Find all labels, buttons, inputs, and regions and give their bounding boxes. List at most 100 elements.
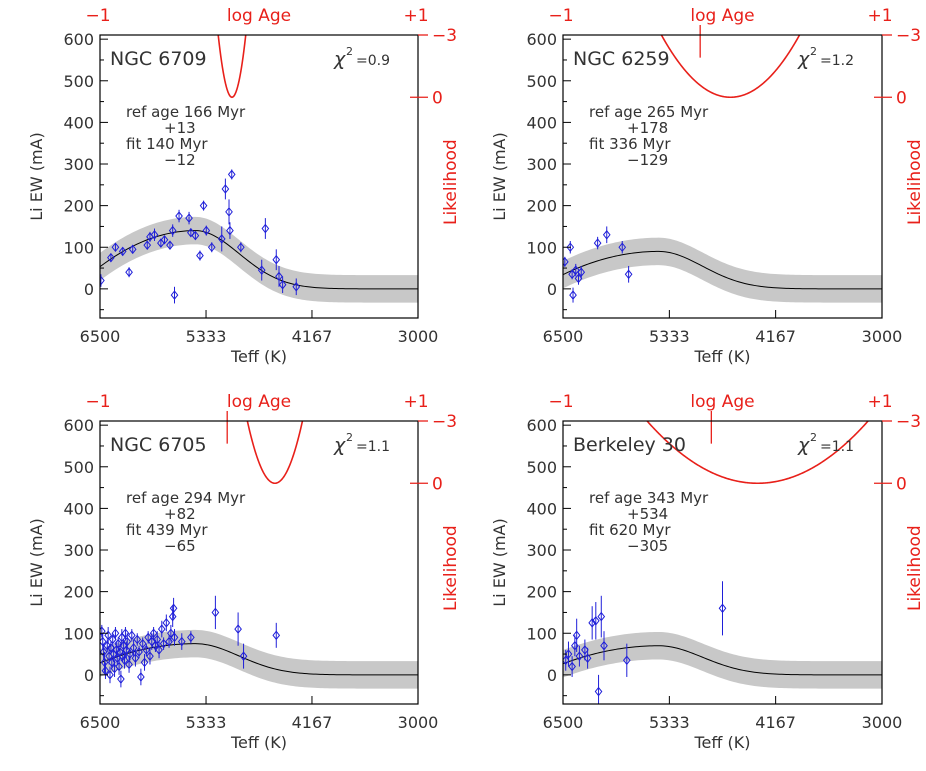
- data-point: [170, 632, 179, 643]
- x-axis-label: Teff (K): [230, 347, 287, 366]
- panel-4: 0 100 200 300 400 500 600 6500 5333 4167 3000 Teff …: [490, 392, 925, 752]
- y-tick-label: 100: [526, 238, 557, 257]
- x-tick-label: 3000: [862, 713, 903, 732]
- data-point: [175, 211, 183, 221]
- data-point: [100, 275, 105, 286]
- data-point: [108, 634, 117, 645]
- y-axis-label: Li EW (mA): [27, 132, 46, 220]
- y-tick-label: 500: [63, 72, 94, 91]
- data-point: [111, 628, 120, 639]
- data-point: [236, 242, 245, 253]
- y-tick-label: 400: [63, 113, 94, 132]
- data-point: [207, 242, 216, 253]
- y-tick-label: 500: [526, 458, 557, 477]
- y-tick-label: 500: [526, 72, 557, 91]
- ref-age-error: +82: [164, 505, 196, 523]
- data-point: [157, 624, 166, 634]
- data-point: [149, 628, 158, 639]
- ref-age-error: +178: [627, 119, 668, 137]
- plot-frame: [562, 420, 883, 705]
- data-point: [221, 184, 230, 194]
- y-axis-label: Li EW (mA): [490, 132, 509, 220]
- y-tick-label: 300: [526, 155, 557, 174]
- chi-squared: χ 2=1.1: [333, 431, 390, 456]
- data-point: [170, 290, 179, 300]
- log-age-axis-label: log Age: [227, 6, 291, 26]
- data-point: [572, 630, 581, 641]
- x-tick-label: 3000: [398, 327, 439, 346]
- chi-value: =1.2: [820, 53, 854, 69]
- cluster-name: Berkeley 30: [573, 434, 686, 456]
- ref-age-text: ref age 343 Myr: [589, 489, 709, 507]
- x-tick-label: 6500: [543, 713, 584, 732]
- data-point: [191, 230, 200, 241]
- panel-1: 0 100 200 300 400 500 600 6500 5333 4167 3000 Teff …: [27, 6, 461, 366]
- ref-age-text: ref age 166 Myr: [126, 103, 246, 121]
- x-tick-label: 5333: [186, 327, 227, 346]
- likelihood-axis-label: Likelihood: [441, 139, 461, 225]
- data-point: [239, 651, 248, 661]
- data-point: [278, 279, 287, 290]
- data-point: [568, 661, 576, 672]
- y-tick-label: 0: [547, 666, 557, 685]
- chi-symbol: χ: [333, 434, 346, 456]
- data-point: [187, 227, 195, 238]
- likelihood-top-tick-label: −3: [896, 26, 921, 46]
- data-point: [104, 630, 113, 641]
- uncertainty-band: [100, 216, 418, 303]
- y-tick-label: 300: [526, 541, 557, 560]
- x-tick-label: 6500: [543, 327, 584, 346]
- chi-squared: χ 2=0.9: [333, 45, 390, 70]
- data-point: [153, 634, 162, 645]
- likelihood-zero-tick-label: 0: [432, 88, 443, 108]
- data-point: [107, 643, 115, 653]
- likelihood-top-tick-label: −3: [432, 26, 457, 46]
- x-axis-label: Teff (K): [694, 733, 751, 752]
- plot-frame: [99, 34, 419, 319]
- data-point: [588, 618, 597, 628]
- data-point: [718, 603, 727, 614]
- y-tick-label: 0: [84, 280, 94, 299]
- data-point: [211, 607, 220, 618]
- x-tick-label: 5333: [649, 713, 690, 732]
- plot-area: [100, 421, 418, 689]
- y-tick-label: 300: [63, 155, 94, 174]
- data-point: [199, 200, 208, 211]
- data-point: [166, 240, 174, 250]
- log-age-min-label: −1: [548, 6, 573, 26]
- data-point: [162, 618, 171, 628]
- data-point: [138, 638, 147, 649]
- y-tick-label: 400: [526, 499, 557, 518]
- data-point: [234, 624, 242, 634]
- data-point: [618, 242, 627, 253]
- data-point: [217, 234, 226, 244]
- fit-age-error: −12: [164, 151, 196, 169]
- data-point: [185, 213, 193, 223]
- data-point: [140, 657, 149, 668]
- y-axis-label: Li EW (mA): [27, 518, 46, 606]
- data-point: [126, 649, 134, 659]
- fit-age-error: −65: [164, 537, 196, 555]
- fit-age-text: fit 620 Myr: [589, 521, 671, 539]
- data-point: [137, 672, 145, 682]
- chi-value: =0.9: [356, 53, 390, 69]
- data-point: [583, 653, 592, 664]
- chi-value: =1.1: [820, 439, 854, 455]
- y-tick-label: 400: [526, 113, 557, 132]
- log-age-max-label: +1: [867, 392, 892, 412]
- data-point: [117, 674, 125, 684]
- data-point: [575, 651, 584, 661]
- x-tick-label: 4167: [755, 327, 796, 346]
- data-point: [574, 273, 583, 284]
- data-point: [581, 645, 589, 655]
- data-point: [226, 225, 234, 236]
- data-point: [111, 242, 120, 253]
- chi-value: =1.1: [356, 439, 390, 455]
- data-point: [622, 655, 631, 666]
- x-tick-label: 4167: [755, 713, 796, 732]
- ref-age-error: +534: [627, 505, 668, 523]
- y-tick-label: 100: [63, 238, 94, 257]
- x-tick-label: 6500: [80, 327, 121, 346]
- model-curve: [563, 250, 882, 290]
- likelihood-axis-label: Likelihood: [905, 139, 925, 225]
